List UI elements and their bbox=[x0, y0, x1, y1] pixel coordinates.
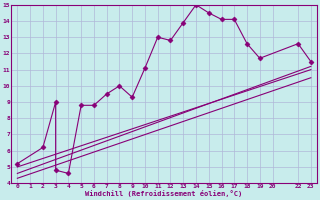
X-axis label: Windchill (Refroidissement éolien,°C): Windchill (Refroidissement éolien,°C) bbox=[85, 190, 243, 197]
